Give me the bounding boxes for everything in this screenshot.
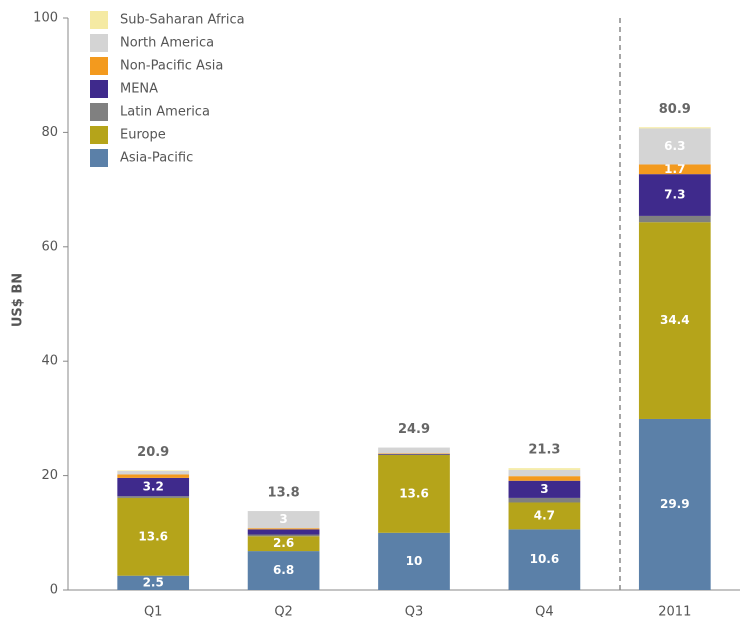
bar-segment — [508, 476, 581, 481]
data-label: 3 — [279, 512, 287, 526]
bar-segment — [378, 454, 450, 456]
legend-label: MENA — [120, 82, 158, 97]
bar-segment — [508, 469, 581, 477]
data-label: 34.4 — [660, 313, 690, 327]
x-tick-label: 2011 — [658, 605, 691, 620]
legend-label: North America — [120, 36, 214, 51]
legend-swatch — [90, 57, 108, 75]
bar-segment — [117, 474, 190, 478]
total-label: 13.8 — [268, 486, 300, 501]
bar-segment — [638, 174, 711, 216]
bar-segment — [117, 497, 190, 576]
legend-label: Asia-Pacific — [120, 151, 193, 166]
bar-segment — [117, 575, 190, 590]
data-label: 3 — [540, 482, 548, 496]
legend-label: Europe — [120, 128, 166, 143]
bar-segment — [117, 496, 190, 498]
data-label: 1.7 — [664, 162, 685, 176]
bar-segment — [508, 529, 581, 590]
data-label: 7.3 — [664, 188, 685, 202]
bar-segment — [638, 128, 711, 165]
bar-segment — [378, 453, 450, 455]
data-label: 10 — [406, 554, 423, 568]
x-tick-label: Q3 — [405, 605, 424, 620]
y-tick-label: 100 — [33, 11, 58, 26]
bar-segment — [378, 453, 450, 454]
data-label: 2.6 — [273, 536, 294, 550]
bar-segment — [378, 455, 450, 533]
legend-swatch — [90, 11, 108, 29]
bar-segment — [508, 502, 581, 530]
bar-segment — [638, 215, 711, 223]
data-label: 3.2 — [143, 480, 164, 494]
legend-swatch — [90, 149, 108, 167]
data-label: 13.6 — [138, 529, 168, 543]
bar-segment — [378, 447, 450, 454]
data-label: 6.8 — [273, 563, 294, 577]
bar-segment — [508, 468, 581, 470]
bar-segment — [247, 528, 320, 530]
y-tick-label: 20 — [41, 468, 58, 483]
bar-segment — [117, 471, 190, 475]
data-label: 13.6 — [399, 486, 429, 500]
data-label: 10.6 — [530, 552, 560, 566]
bar-segment — [247, 529, 320, 535]
bar-segment — [117, 470, 190, 472]
bar-segment — [247, 551, 320, 590]
total-label: 24.9 — [398, 422, 430, 437]
bar-segment — [638, 222, 711, 419]
x-tick-label: Q4 — [535, 605, 554, 620]
bar-segment — [247, 536, 320, 552]
legend-label: Sub-Saharan Africa — [120, 13, 245, 28]
data-label: 4.7 — [534, 508, 555, 522]
data-label: 6.3 — [664, 139, 685, 153]
bar-segment — [117, 477, 190, 497]
x-tick-label: Q2 — [274, 605, 293, 620]
legend-label: Non-Pacific Asia — [120, 59, 223, 74]
bar-segment — [638, 127, 711, 129]
y-tick-label: 40 — [41, 354, 58, 369]
total-label: 80.9 — [659, 102, 691, 117]
legend-swatch — [90, 80, 108, 98]
bar-segment — [638, 164, 711, 175]
total-label: 20.9 — [137, 445, 169, 460]
legend-swatch — [90, 126, 108, 144]
bar-segment — [508, 497, 581, 503]
legend-label: Latin America — [120, 105, 210, 120]
y-tick-label: 0 — [50, 583, 58, 598]
legend-swatch — [90, 103, 108, 121]
bar-segment — [247, 534, 320, 537]
data-label: 2.5 — [143, 575, 164, 589]
bar-segment — [638, 418, 711, 590]
total-label: 21.3 — [528, 443, 560, 458]
y-tick-label: 60 — [41, 239, 58, 254]
bar-segment — [508, 480, 581, 498]
bar-segment — [378, 532, 450, 590]
x-tick-label: Q1 — [144, 605, 163, 620]
bar-segment — [247, 511, 320, 529]
y-tick-label: 80 — [41, 125, 58, 140]
legend-swatch — [90, 34, 108, 52]
y-axis-label: US$ BN — [11, 273, 26, 327]
data-label: 29.9 — [660, 497, 690, 511]
